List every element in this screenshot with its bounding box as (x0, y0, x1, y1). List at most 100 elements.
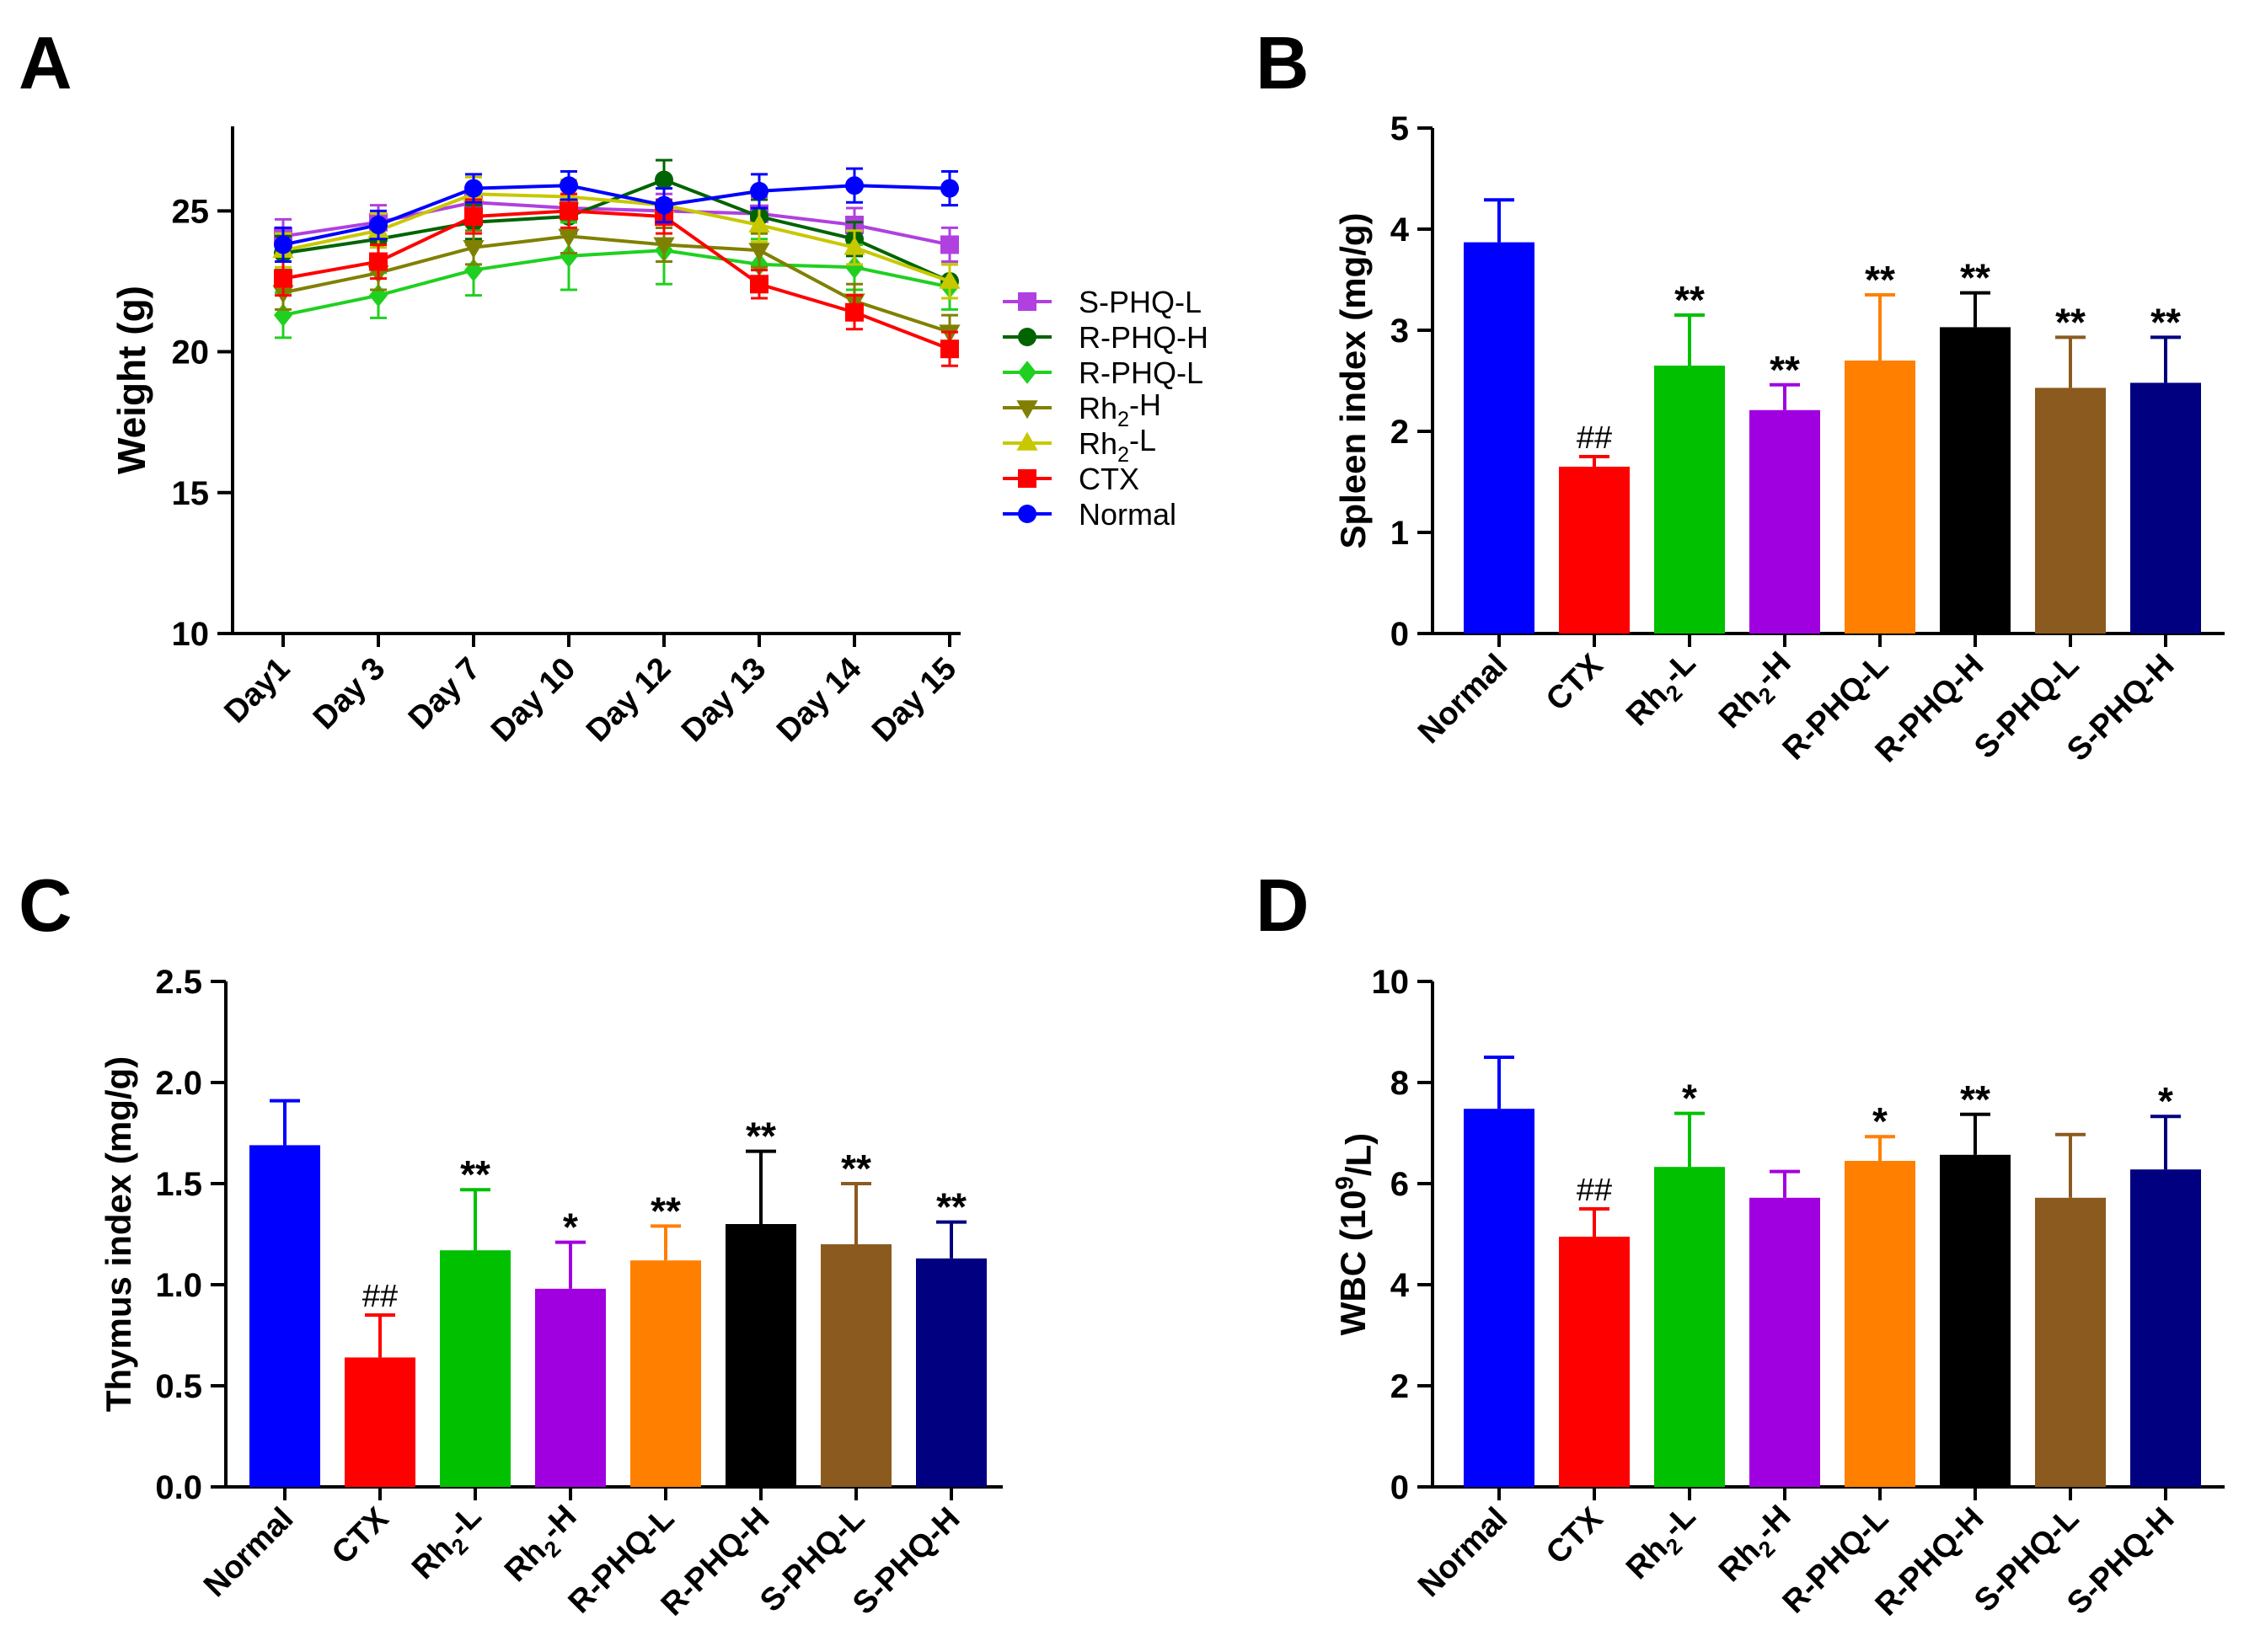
bar-rh2-l (1654, 1167, 1725, 1487)
y-tick-label: 0 (1390, 616, 1409, 653)
significance-label: ## (362, 1279, 398, 1314)
data-point-rh2-h (748, 243, 770, 262)
x-tick-label: Rh2-H (495, 1499, 590, 1593)
panel-label-d: D (1256, 863, 1309, 947)
bar-rh2-h (1749, 409, 1820, 634)
data-point-rh2-l (748, 213, 770, 233)
legend-label: Rh2-L (1079, 423, 1156, 467)
legend-marker (1016, 400, 1038, 420)
x-tick-label: Day 14 (770, 651, 868, 749)
data-point-ctx (274, 269, 292, 288)
legend-marker (1018, 505, 1036, 523)
series-line-rh2-h (282, 234, 951, 334)
significance-label: ## (1577, 420, 1612, 456)
data-point-ctx (845, 302, 864, 322)
data-point-normal (464, 179, 483, 198)
y-tick-label: 2.0 (155, 1065, 202, 1102)
y-tick-label: 2.5 (155, 964, 202, 1001)
data-point-normal (940, 179, 959, 198)
bar-normal (249, 1145, 320, 1487)
data-point-r-phq-l (560, 244, 578, 268)
significance-label: ** (460, 1152, 490, 1196)
significance-label: ** (1960, 1077, 1990, 1121)
x-tick-label: Day 13 (675, 651, 773, 749)
data-point-rh2-l (939, 270, 961, 289)
bar-s-phq-l (2035, 388, 2106, 634)
x-tick-label: Rh2-L (1617, 645, 1709, 737)
panel-label-b: B (1256, 21, 1309, 104)
x-tick-label: Day 3 (307, 651, 392, 736)
panel-c-thymus-index-bar-chart: C 0.0 0.5 1.0 1.5 2.0 2.5 Thymus index (mg/g) No… (19, 863, 1003, 1623)
data-point-ctx (560, 201, 578, 221)
panel-d-wbc-bar-chart: D 0 2 4 6 8 10 WBC (109/L) Normal ## CTX * Rh2-LRh2-… (1256, 863, 2225, 1623)
y-tick-label: 15 (172, 475, 210, 512)
legend-label: Rh2-H (1079, 388, 1161, 431)
bar-ctx (345, 1357, 415, 1487)
y-tick-label: 5 (1390, 110, 1409, 147)
legend-label: Normal (1079, 497, 1176, 532)
x-tick-label: Day 15 (865, 651, 963, 749)
x-tick-label: Rh2-H (1710, 1499, 1804, 1593)
bar-rh2-h (1749, 1197, 1820, 1487)
significance-label: ** (936, 1185, 967, 1229)
data-point-rh2-h (463, 240, 485, 259)
data-point-s-phq-l (940, 235, 959, 254)
data-point-normal (274, 235, 292, 254)
x-tick-label: Day 12 (580, 651, 677, 749)
significance-label: ** (1865, 258, 1895, 302)
bar-r-phq-h (726, 1224, 796, 1487)
data-point-normal (560, 176, 578, 195)
y-axis-label: WBC (109/L) (1331, 1133, 1378, 1335)
series-line-normal (282, 184, 951, 247)
bar-ctx (1559, 467, 1630, 634)
panel-b-spleen-index-bar-chart: B 0 1 2 3 4 5 Spleen index (mg/g) Normal ## CTX ** R… (1256, 21, 2225, 769)
bar-rh2-h (535, 1288, 606, 1487)
bar-s-phq-l (821, 1244, 892, 1487)
y-tick-label: 3 (1390, 313, 1409, 350)
y-tick-label: 10 (1372, 964, 1410, 1001)
significance-label: ## (1577, 1173, 1612, 1208)
significance-label: ** (1674, 278, 1705, 322)
bar-s-phq-h (916, 1258, 987, 1487)
y-tick-label: 8 (1390, 1065, 1409, 1102)
significance-label: ** (651, 1189, 681, 1232)
y-tick-label: 6 (1390, 1166, 1409, 1203)
series-line-r-phq-l (282, 249, 951, 318)
data-point-r-phq-h (655, 170, 673, 190)
y-tick-label: 1 (1390, 515, 1409, 552)
y-tick-label: 0.5 (155, 1368, 202, 1405)
significance-label: * (1872, 1099, 1888, 1143)
y-tick-label: 2 (1390, 414, 1409, 451)
legend-marker (1018, 361, 1036, 384)
series-line-rh2-l (282, 192, 951, 283)
legend-label: R-PHQ-H (1079, 320, 1208, 355)
legend-label: CTX (1079, 462, 1139, 496)
bar-r-phq-l (630, 1260, 701, 1487)
significance-label: ** (2055, 300, 2086, 344)
y-tick-label: 20 (172, 334, 210, 372)
bar-r-phq-l (1845, 1161, 1915, 1487)
y-axis-label: Weight (g) (110, 286, 153, 474)
bar-normal (1464, 242, 1534, 634)
significance-label: * (563, 1206, 578, 1249)
significance-label: * (2158, 1079, 2173, 1123)
data-point-rh2-h (558, 228, 580, 248)
data-point-normal (845, 176, 864, 195)
y-tick-label: 4 (1390, 211, 1410, 249)
series-line-ctx (282, 209, 951, 351)
x-tick-label: Normal (1411, 1501, 1514, 1604)
x-tick-label: Normal (1411, 648, 1514, 751)
bar-r-phq-l (1845, 361, 1915, 634)
bar-ctx (1559, 1237, 1630, 1487)
data-point-ctx (369, 252, 388, 271)
y-axis-label: Spleen index (mg/g) (1333, 212, 1373, 548)
x-tick-label: CTX (1540, 647, 1610, 718)
significance-label: ** (1770, 348, 1800, 392)
legend-marker (1018, 328, 1036, 346)
legend-label: R-PHQ-L (1079, 356, 1203, 390)
x-tick-label: Normal (197, 1501, 300, 1604)
y-tick-label: 4 (1390, 1267, 1410, 1304)
data-point-normal (655, 195, 673, 215)
